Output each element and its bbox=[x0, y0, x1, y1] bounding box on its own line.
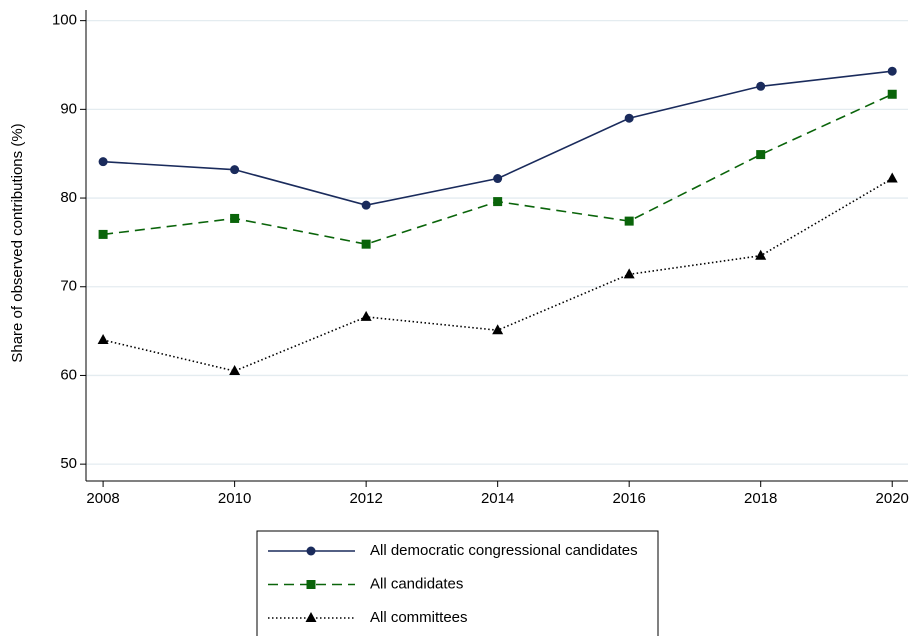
legend-label: All committees bbox=[370, 609, 468, 626]
y-tick-label: 50 bbox=[60, 455, 77, 472]
x-tick-label: 2020 bbox=[876, 490, 909, 507]
data-point bbox=[492, 324, 504, 335]
legend-label: All democratic congressional candidates bbox=[370, 542, 638, 559]
x-tick-label: 2012 bbox=[349, 490, 382, 507]
x-tick-label: 2008 bbox=[86, 490, 119, 507]
data-point bbox=[887, 89, 897, 99]
series-line bbox=[103, 70, 893, 206]
data-point bbox=[887, 66, 897, 76]
y-tick-label: 70 bbox=[60, 278, 77, 295]
x-tick-label: 2010 bbox=[218, 490, 251, 507]
y-tick-label: 60 bbox=[60, 366, 77, 383]
data-point bbox=[886, 172, 898, 183]
x-tick-label: 2018 bbox=[744, 490, 777, 507]
data-point bbox=[229, 365, 241, 376]
data-point bbox=[230, 213, 240, 223]
data-point bbox=[755, 249, 767, 260]
data-point bbox=[230, 165, 240, 175]
data-point bbox=[360, 310, 372, 321]
data-point bbox=[756, 150, 766, 160]
legend-marker bbox=[306, 546, 316, 556]
data-point bbox=[98, 157, 108, 167]
data-point bbox=[624, 216, 634, 226]
data-point bbox=[98, 229, 108, 239]
y-tick-label: 90 bbox=[60, 100, 77, 117]
data-point bbox=[623, 268, 635, 279]
data-point bbox=[493, 174, 503, 184]
data-point bbox=[361, 239, 371, 249]
legend-label: All candidates bbox=[370, 575, 463, 592]
y-axis-title: Share of observed contributions (%) bbox=[9, 123, 26, 362]
data-point bbox=[624, 113, 634, 123]
data-point bbox=[493, 197, 503, 207]
series-line bbox=[102, 177, 893, 372]
data-point bbox=[756, 81, 766, 91]
legend-marker bbox=[305, 612, 317, 622]
y-tick-label: 80 bbox=[60, 189, 77, 206]
data-point bbox=[361, 200, 371, 210]
y-tick-label: 100 bbox=[52, 12, 77, 29]
x-tick-label: 2014 bbox=[481, 490, 514, 507]
data-point bbox=[97, 333, 109, 344]
x-tick-label: 2016 bbox=[612, 490, 645, 507]
legend-box bbox=[256, 530, 659, 636]
legend-marker bbox=[306, 580, 316, 589]
